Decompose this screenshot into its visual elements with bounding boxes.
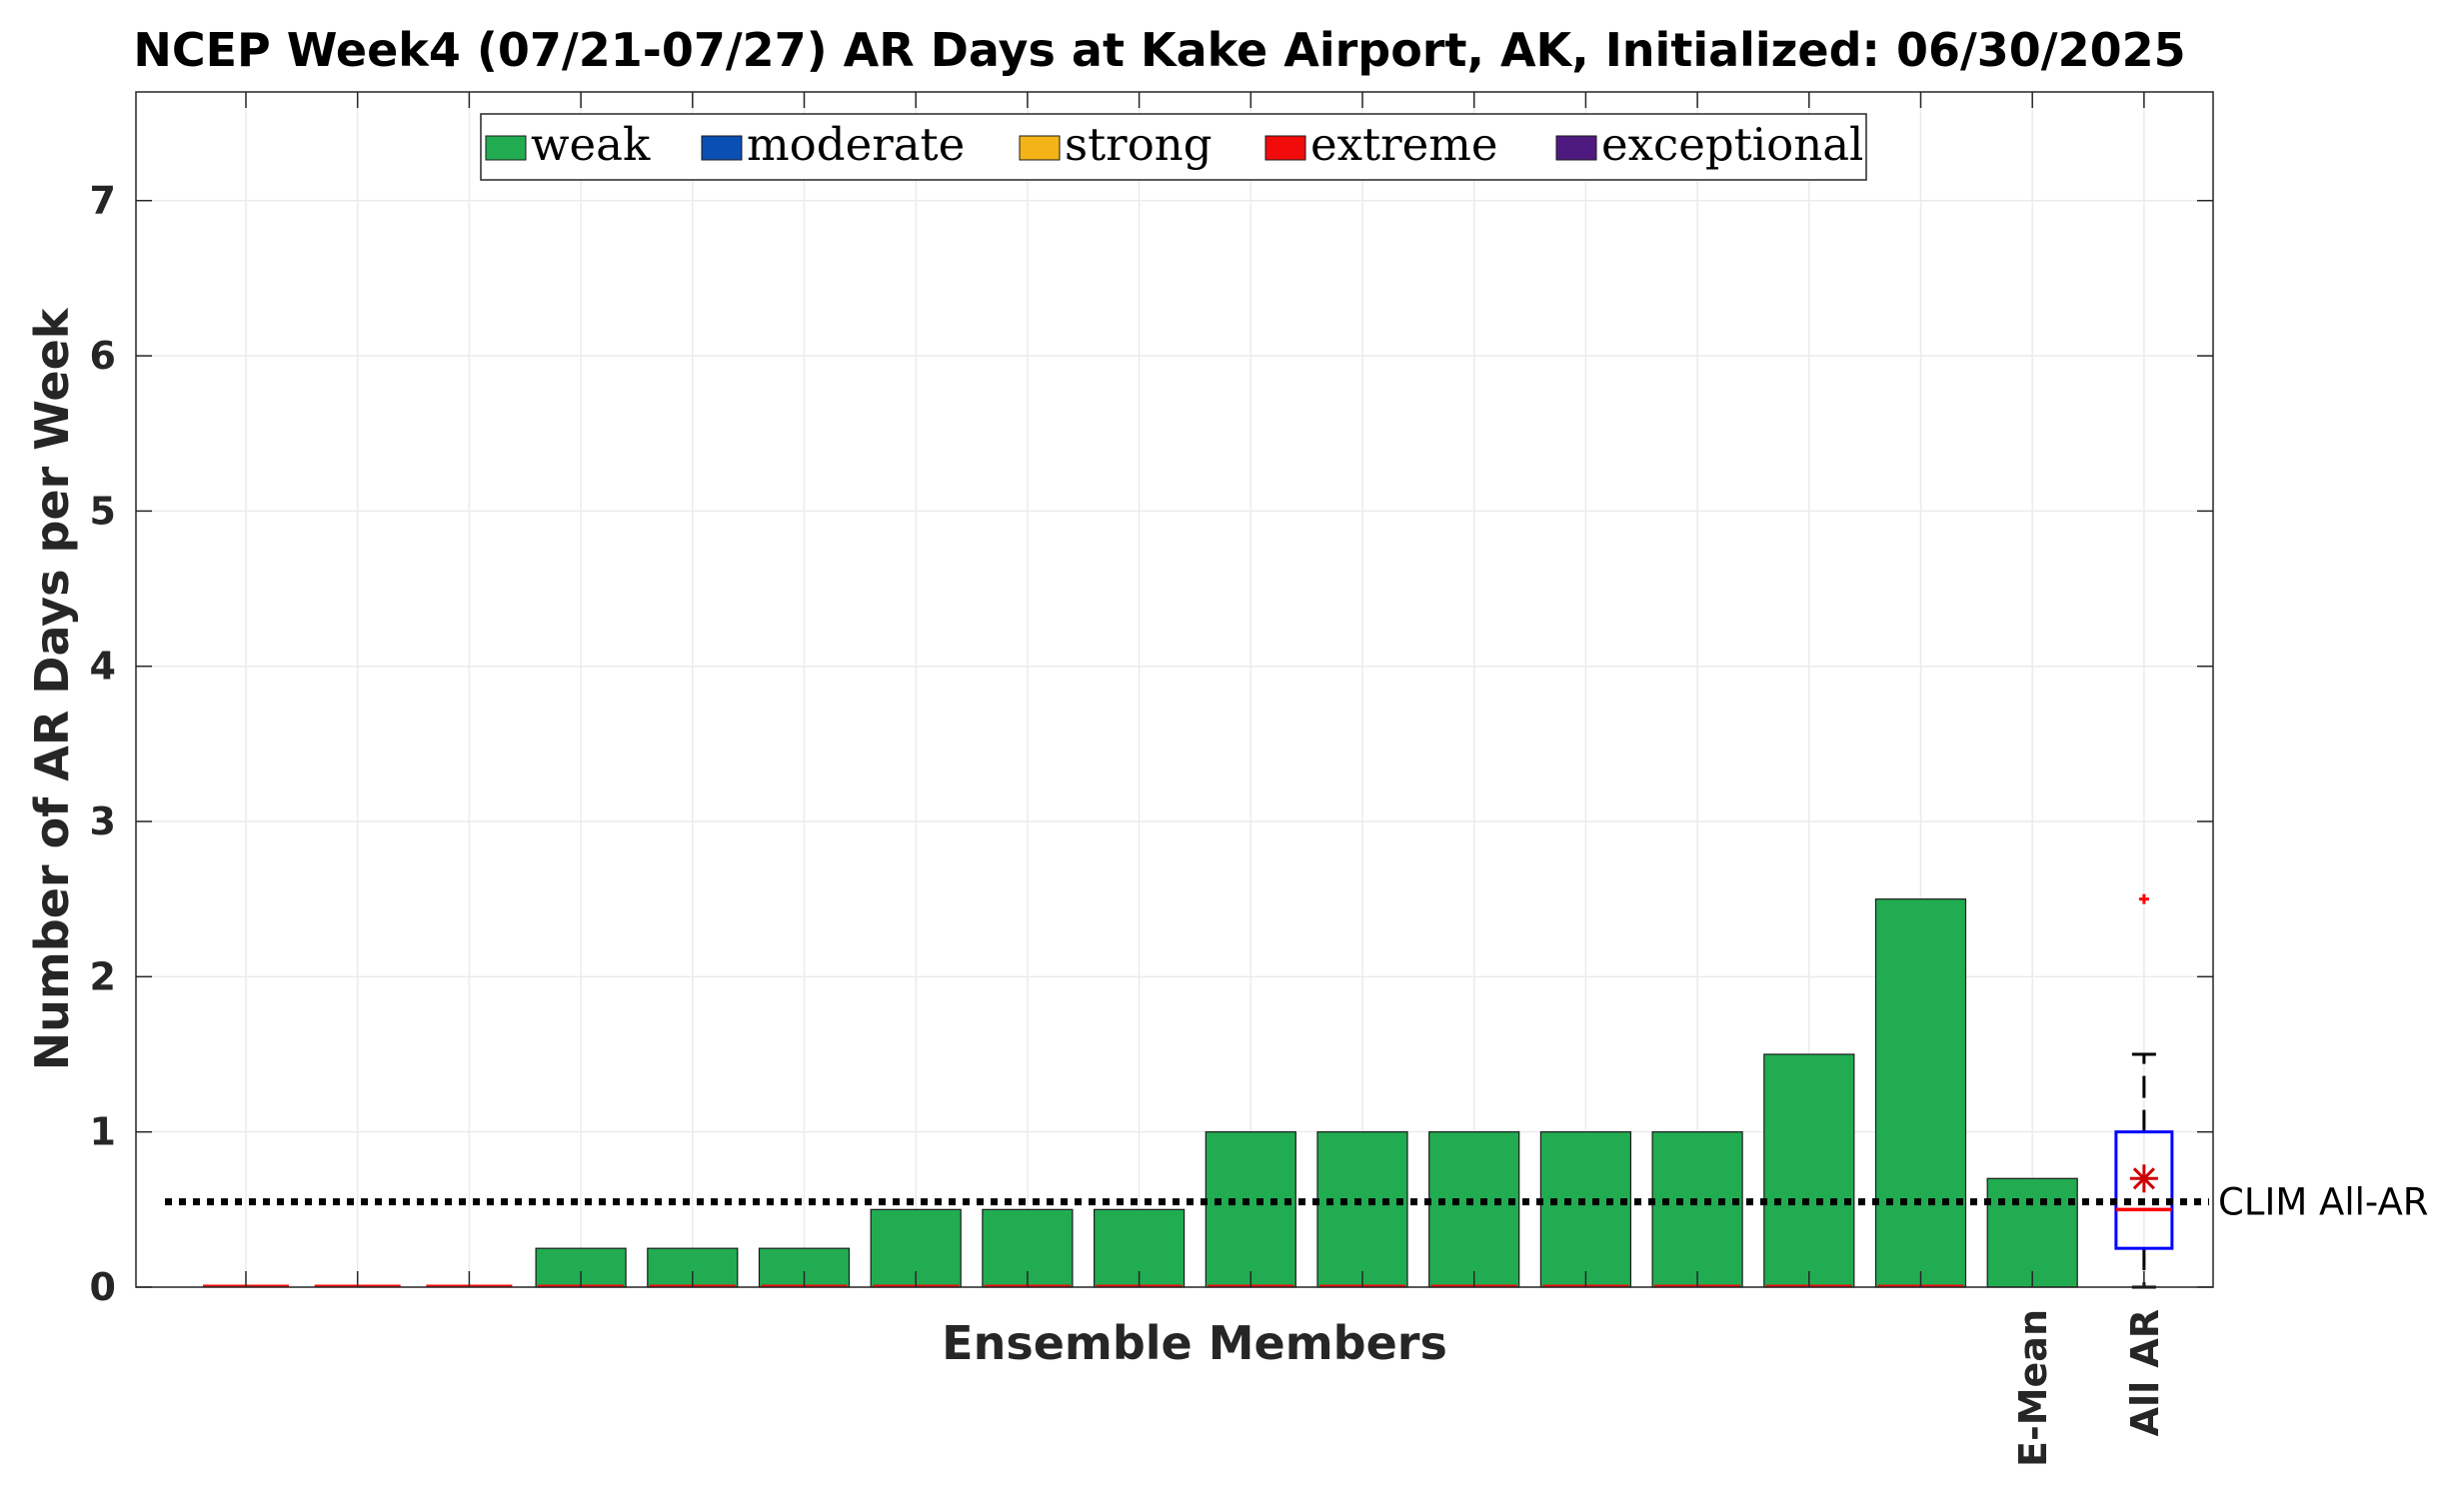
y-tick-label: 4 xyxy=(90,645,116,689)
legend-swatch-moderate xyxy=(701,135,743,161)
mean-marker-stroke xyxy=(2132,1167,2155,1190)
axis-ticks: 0 1 2 3 4 5 6 7 xyxy=(90,92,2213,1309)
all-ar-boxplot: All AR xyxy=(2114,893,2174,1436)
legend-swatch-strong xyxy=(1019,135,1061,161)
member-bar xyxy=(1205,1131,1296,1288)
y-tick-label: 5 xyxy=(90,489,116,533)
plot-frame xyxy=(135,91,2214,1288)
y-tick-label: 1 xyxy=(90,1110,116,1154)
legend-swatch-weak xyxy=(485,135,527,161)
member-bar xyxy=(1428,1131,1520,1288)
y-tick-label: 0 xyxy=(90,1265,116,1309)
iqr-box xyxy=(2114,1130,2174,1250)
plot-area xyxy=(136,92,2213,1287)
legend-swatch-extreme xyxy=(1264,135,1306,161)
bar-series: E-Mean xyxy=(203,898,2078,1467)
mean-marker xyxy=(2129,1164,2158,1193)
legend: weak moderate strong extreme exceptional xyxy=(480,113,1867,181)
legend-label-strong: strong xyxy=(1065,118,1213,171)
y-tick-label: 3 xyxy=(90,799,116,843)
all-ar-label: All AR xyxy=(2123,1309,2167,1436)
climatology-line: CLIM All-AR xyxy=(165,1181,2428,1224)
legend-label-moderate: moderate xyxy=(747,118,965,171)
x-axis-label: Ensemble Members xyxy=(942,1316,1447,1370)
legend-swatch-exceptional xyxy=(1555,135,1597,161)
emean-bar xyxy=(1986,1177,2078,1288)
member-bar xyxy=(1763,1053,1855,1288)
y-tick-label: 7 xyxy=(90,179,116,223)
emean-label: E-Mean xyxy=(2011,1309,2055,1467)
legend-label-extreme: extreme xyxy=(1310,118,1498,171)
y-tick-label: 6 xyxy=(90,334,116,378)
member-bar xyxy=(1316,1131,1408,1288)
member-bar xyxy=(1651,1131,1743,1288)
legend-label-weak: weak xyxy=(531,118,651,171)
y-tick-label: 2 xyxy=(90,954,116,998)
member-bar xyxy=(1874,898,1967,1288)
chart-title: NCEP Week4 (07/21-07/27) AR Days at Kake… xyxy=(133,23,2185,77)
member-bar xyxy=(1539,1131,1632,1288)
legend-label-exceptional: exceptional xyxy=(1601,118,1863,171)
clim-label: CLIM All-AR xyxy=(2218,1181,2428,1224)
y-axis-label: Number of AR Days per Week xyxy=(25,307,79,1070)
